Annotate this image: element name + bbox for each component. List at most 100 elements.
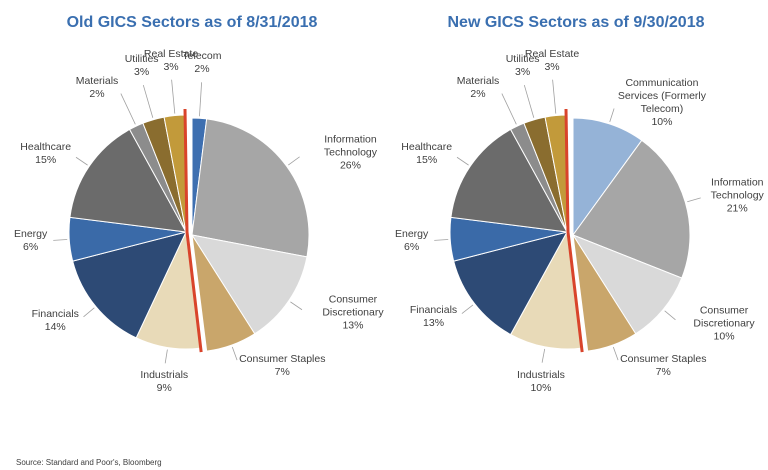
leader-line (142, 84, 154, 118)
category-label: Healthcare (401, 140, 453, 153)
value-label: 14% (44, 320, 66, 333)
leader-line (456, 156, 469, 166)
pie-slice (571, 233, 683, 335)
category-label: Consumer Staples (239, 352, 326, 365)
category-label: Real Estate (143, 47, 199, 60)
value-label: 26% (339, 159, 361, 172)
category-label: Industrials (140, 369, 189, 382)
leader-line (687, 197, 701, 203)
data-label: Healthcare 15% (401, 141, 452, 167)
data-label: Utilities 3% (506, 53, 540, 79)
leader-line (288, 156, 300, 166)
data-label: Materials 2% (76, 75, 119, 101)
pie-slice (453, 231, 568, 336)
category-label: Energy (14, 227, 48, 240)
value-label: 6% (23, 240, 39, 253)
value-label: 2% (470, 88, 486, 101)
value-label: 6% (404, 240, 420, 253)
value-label: 3% (515, 66, 531, 79)
data-label: Real Estate 3% (525, 48, 579, 74)
separator (564, 108, 584, 353)
data-label: Energy 6% (395, 228, 428, 254)
category-label: Consumer Discretionary (693, 304, 755, 330)
data-label: Telecom 2% (182, 50, 221, 76)
data-label: Consumer Staples 7% (239, 353, 325, 379)
leader-line (75, 156, 88, 166)
leader-line (541, 348, 546, 363)
leader-line (664, 310, 676, 321)
leader-line (53, 239, 68, 241)
value-label: 15% (35, 153, 57, 166)
value-label: 7% (655, 365, 671, 378)
leader-line (552, 79, 557, 114)
category-label: Materials (456, 75, 500, 88)
data-label: Industrials 9% (140, 369, 188, 395)
value-label: 3% (163, 60, 179, 73)
pie-slice (572, 117, 643, 237)
data-label: Energy 6% (14, 228, 47, 254)
value-label: 13% (342, 319, 364, 332)
data-label: Consumer Discretionary 10% (680, 304, 768, 343)
data-label: Communication Services (Formerly Telecom… (616, 77, 708, 129)
leader-line (120, 93, 136, 125)
chart-title: New GICS Sectors as of 9/30/2018 (447, 14, 705, 31)
leader-line (231, 346, 238, 361)
leader-line (609, 108, 615, 122)
data-label: Information Technology 26% (304, 134, 396, 173)
leader-line (83, 307, 95, 318)
chart-title: Old GICS Sectors as of 8/31/2018 (66, 14, 318, 31)
leader-line (199, 82, 203, 117)
data-label: Utilities 3% (125, 53, 159, 79)
value-label: 10% (651, 115, 673, 128)
value-label: 9% (156, 382, 172, 395)
category-label: Utilities (505, 53, 540, 66)
pie-slice (69, 128, 187, 233)
value-label: 15% (416, 153, 438, 166)
value-label: 3% (544, 60, 560, 73)
leader-line (501, 93, 517, 125)
leader-line (523, 84, 535, 118)
value-label: 13% (423, 317, 445, 330)
category-label: Financials (31, 307, 79, 320)
pie-slice (572, 234, 637, 352)
value-label: 7% (274, 365, 290, 378)
value-label: 10% (713, 330, 735, 343)
category-label: Industrials (517, 368, 565, 381)
separator (183, 108, 203, 353)
value-label: 10% (530, 381, 552, 394)
value-label: 3% (134, 66, 150, 79)
category-label: Information Technology (710, 176, 764, 202)
category-label: Utilities (124, 53, 159, 66)
data-label: Real Estate 3% (144, 48, 198, 74)
value-label: 2% (194, 63, 210, 76)
pie-slice (72, 231, 187, 339)
data-label: Financials 13% (410, 304, 457, 330)
category-label: Consumer Discretionary (322, 293, 384, 319)
category-label: Materials (75, 75, 119, 88)
leader-line (461, 304, 474, 314)
pie-slice (572, 139, 691, 279)
data-label: Industrials 10% (517, 369, 565, 395)
category-label: Energy (395, 227, 429, 240)
leader-line (164, 349, 168, 364)
data-label: Consumer Discretionary 13% (307, 294, 399, 333)
category-label: Telecom (182, 50, 222, 63)
category-label: Communication Services (Formerly Telecom… (617, 76, 706, 115)
category-label: Information Technology (323, 133, 378, 159)
source-note: Source: Standard and Poor's, Bloomberg (16, 458, 162, 467)
data-label: Financials 14% (32, 308, 79, 334)
leader-line (612, 346, 619, 361)
pie-slice (191, 234, 256, 352)
category-label: Healthcare (20, 140, 72, 153)
pie-slice (191, 118, 310, 258)
data-label: Healthcare 15% (20, 141, 71, 167)
category-label: Financials (409, 304, 458, 317)
leader-line (171, 79, 176, 114)
leader-line (434, 239, 449, 241)
data-label: Information Technology 21% (706, 177, 768, 216)
leader-line (290, 301, 303, 311)
category-label: Consumer Staples (620, 352, 707, 365)
data-label: Consumer Staples 7% (620, 353, 706, 379)
